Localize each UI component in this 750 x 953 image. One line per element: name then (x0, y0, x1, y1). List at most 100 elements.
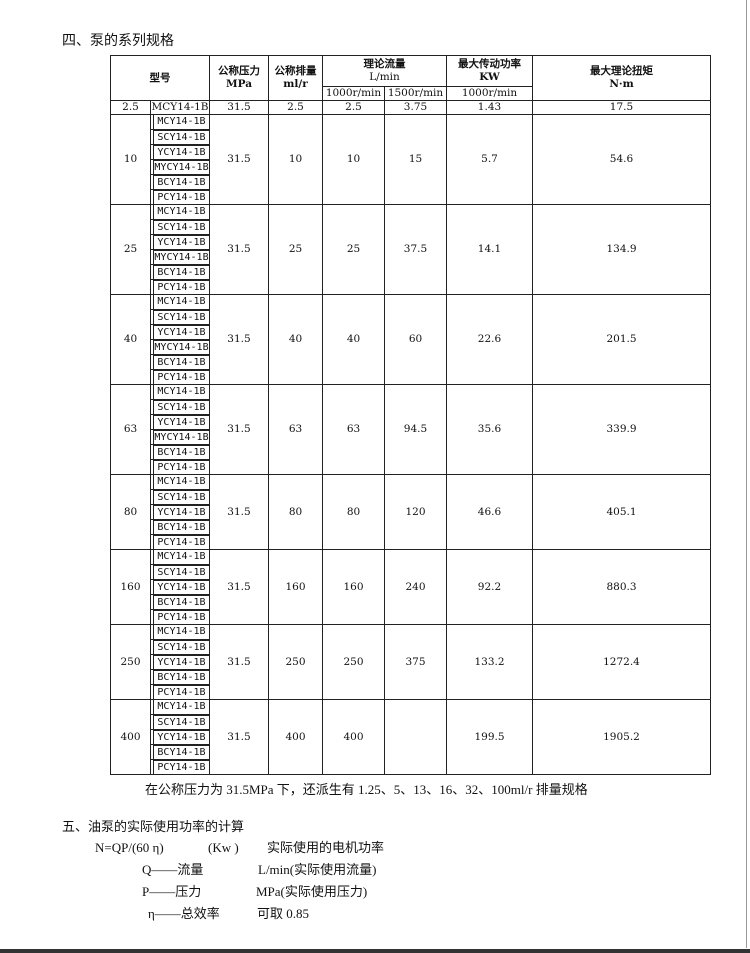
model-cell: BCY14-1B (150, 669, 210, 685)
size-cell: 10 (110, 114, 151, 205)
header-torque-label: 最大理论扭矩 (590, 65, 653, 77)
flow-1500-cell: 120 (384, 474, 447, 550)
model-cell: SCY14-1B (150, 129, 210, 145)
section-4-title: 四、泵的系列规格 (62, 33, 174, 49)
model-label: MCY14-1B (153, 550, 209, 564)
table-row: 10 MCY14-1B 31.5 10 10 15 5.7 54.6 (110, 114, 711, 205)
header-pressure-unit: MPa (225, 78, 253, 90)
model-cell: BCY14-1B (150, 444, 210, 460)
derived-sizes-note: 在公称压力为 31.5MPa 下，还派生有 1.25、5、13、16、32、10… (145, 782, 588, 797)
model-cell: SCY14-1B (150, 309, 210, 325)
model-label: SCY14-1B (153, 715, 209, 729)
flow-1500-cell: 240 (384, 549, 447, 625)
model-cell: YCY14-1B (150, 729, 210, 745)
spec-table: 型号 公称压力 MPa 公称排量 ml/r 理论流量 L/min 最大传动功率 KW 最… (110, 55, 711, 775)
flow-1000-cell: 63 (322, 384, 385, 475)
flow-1000-cell: 40 (322, 294, 385, 385)
flow-1500-cell: 94.5 (384, 384, 447, 475)
model-label: MCY14-1B (153, 205, 209, 219)
model-cell: MCY14-1B (150, 699, 210, 715)
power-cell: 22.6 (446, 294, 533, 385)
model-cell: BCY14-1B (150, 744, 210, 760)
table-row: 2.5 MCY14-1B 31.5 2.5 2.5 3.75 1.43 17.5 (110, 100, 711, 115)
var-q-line: Q——流量 L/min(实际使用流量) (62, 859, 750, 881)
model-label: BCY14-1B (153, 265, 209, 279)
displacement-cell: 250 (268, 624, 323, 700)
model-label: MCY14-1B (153, 295, 209, 309)
model-cell: BCY14-1B (150, 354, 210, 370)
model-cell: MCY14-1B (150, 474, 210, 490)
displacement-cell: 80 (268, 474, 323, 550)
model-label: SCY14-1B (153, 310, 209, 324)
header-flow-1000: 1000r/min (322, 86, 385, 101)
size-cell: 40 (110, 294, 151, 385)
flow-1000-cell: 160 (322, 549, 385, 625)
pressure-cell: 31.5 (209, 474, 269, 550)
header-displacement: 公称排量 ml/r (268, 55, 323, 101)
model-cell: MCY14-1B (150, 100, 210, 115)
model-cell: YCY14-1B (150, 234, 210, 250)
pressure-cell: 31.5 (209, 699, 269, 775)
table-row: 400 MCY14-1B 31.5 400 400 199.5 1905.2 (110, 699, 711, 775)
size-cell: 160 (110, 549, 151, 625)
model-label: PCY14-1B (153, 190, 209, 204)
header-flow-unit: L/min (369, 71, 400, 83)
model-label: PCY14-1B (153, 370, 209, 384)
table-row: BCY14-1B (111, 354, 711, 370)
model-cell: PCY14-1B (150, 189, 210, 205)
torque-cell: 134.9 (532, 204, 711, 295)
flow-1500-cell: 60 (384, 294, 447, 385)
flow-1500-cell: 15 (384, 114, 447, 205)
model-label: BCY14-1B (153, 745, 209, 759)
power-cell: 14.1 (446, 204, 533, 295)
formula-expression: N=QP/(60 η) (95, 840, 164, 855)
torque-cell: 405.1 (532, 474, 711, 550)
header-power-speed: 1000r/min (446, 86, 533, 101)
displacement-cell: 25 (268, 204, 323, 295)
header-torque: 最大理论扭矩 N·m (532, 55, 711, 101)
header-flow-1500: 1500r/min (384, 86, 447, 101)
model-cell: PCY14-1B (150, 609, 210, 625)
pressure-cell: 31.5 (209, 294, 269, 385)
size-cell: 25 (110, 204, 151, 295)
model-cell: YCY14-1B (150, 654, 210, 670)
table-row: 63 MCY14-1B 31.5 63 63 94.5 35.6 339.9 (110, 384, 711, 475)
model-cell: YCY14-1B (150, 324, 210, 340)
model-cell: PCY14-1B (150, 459, 210, 475)
header-power-label: 最大传动功率 (458, 58, 521, 70)
torque-cell: 880.3 (532, 549, 711, 625)
table-row: MYCY14-1B (111, 249, 711, 265)
formula-unit: (Kw ) (208, 840, 239, 855)
var-eta-symbol: η——总效率 (148, 906, 220, 921)
section-5-title: 五、油泵的实际使用功率的计算 (62, 820, 245, 835)
model-label: MCY14-1B (153, 700, 209, 714)
var-eta-desc: 可取 0.85 (257, 906, 310, 921)
model-label: BCY14-1B (153, 445, 209, 459)
model-cell: PCY14-1B (150, 759, 210, 775)
model-cell: BCY14-1B (150, 174, 210, 190)
model-cell: SCY14-1B (150, 639, 210, 655)
model-label: YCY14-1B (153, 730, 209, 744)
header-displacement-unit: ml/r (283, 78, 308, 90)
header-displacement-label: 公称排量 (274, 65, 317, 77)
pressure-cell: 31.5 (209, 549, 269, 625)
model-cell: PCY14-1B (150, 279, 210, 295)
flow-1000-cell: 10 (322, 114, 385, 205)
torque-cell: 1905.2 (532, 699, 711, 775)
model-cell: YCY14-1B (150, 504, 210, 520)
table-row: 25 MCY14-1B 31.5 25 25 37.5 14.1 134.9 (110, 204, 711, 295)
model-label: MCY14-1B (153, 115, 209, 129)
pressure-cell: 31.5 (209, 114, 269, 205)
model-label: MCY14-1B (153, 475, 209, 489)
pressure-cell: 31.5 (209, 204, 269, 295)
page-bottom-border (0, 949, 750, 953)
var-p-desc: MPa(实际使用压力) (256, 884, 368, 899)
var-eta-line: η——总效率 可取 0.85 (62, 903, 750, 925)
displacement-cell: 40 (268, 294, 323, 385)
var-p-symbol: P——压力 (142, 884, 202, 899)
table-row: 40 MCY14-1B 31.5 40 40 60 22.6 201.5 (110, 294, 711, 385)
model-cell: YCY14-1B (150, 144, 210, 160)
model-cell: MYCY14-1B (150, 429, 210, 445)
torque-cell: 339.9 (532, 384, 711, 475)
pressure-cell: 31.5 (209, 384, 269, 475)
